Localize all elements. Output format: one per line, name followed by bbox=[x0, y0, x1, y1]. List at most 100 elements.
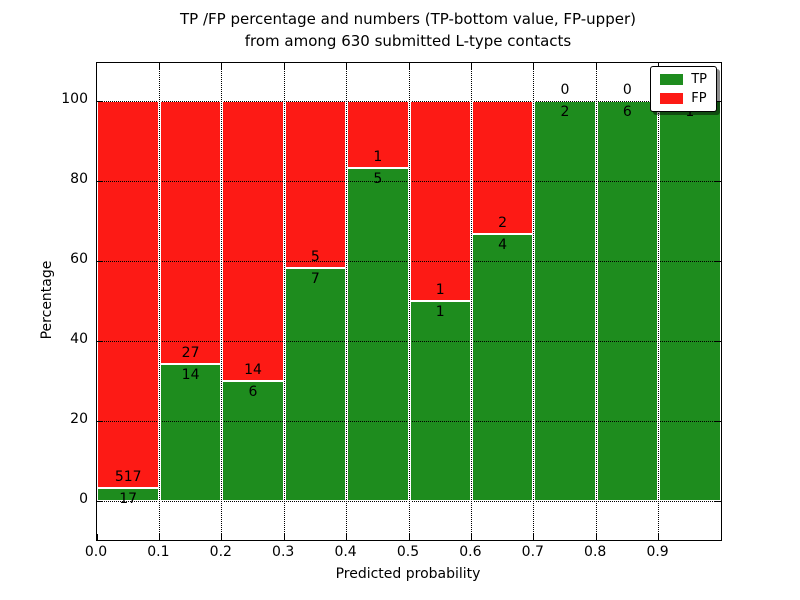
y-tick-right bbox=[715, 420, 721, 422]
bar-segment-tp bbox=[658, 101, 721, 501]
gridline-vertical-dots bbox=[221, 63, 223, 540]
y-tick-label: 80 bbox=[70, 171, 88, 187]
y-tick-left bbox=[97, 420, 103, 422]
x-tick-label: 0.5 bbox=[396, 544, 420, 560]
y-tick-left bbox=[97, 500, 103, 502]
gridline-vertical-dots bbox=[158, 63, 160, 540]
y-tick-left bbox=[97, 100, 103, 102]
gridline-vertical-dots bbox=[346, 63, 348, 540]
x-tick-label: 0.9 bbox=[646, 544, 669, 560]
y-tick-label: 60 bbox=[70, 251, 88, 267]
legend: TP FP bbox=[650, 66, 717, 112]
bar-segment-fp bbox=[284, 101, 347, 268]
legend-item-fp: FP bbox=[660, 92, 707, 105]
bar-label-fp: 1 bbox=[435, 282, 445, 298]
gridline-vertical-dots bbox=[283, 63, 285, 540]
gridline-vertical bbox=[469, 63, 473, 540]
gridline-vertical bbox=[407, 63, 411, 540]
bar-label-tp: 1 bbox=[435, 304, 445, 320]
gridline-vertical-dots bbox=[533, 63, 535, 540]
y-tick-right bbox=[715, 500, 721, 502]
bar-segment-fp bbox=[97, 101, 160, 489]
x-tick-top bbox=[595, 63, 597, 69]
gridline-vertical-dots bbox=[470, 63, 472, 540]
bar-label-tp: 1 bbox=[685, 104, 695, 120]
gridline-vertical-dots bbox=[408, 63, 410, 540]
gridline-vertical bbox=[157, 63, 161, 540]
bar-label-tp: 17 bbox=[119, 491, 138, 508]
gridline-vertical bbox=[594, 63, 598, 540]
x-tick-label: 0.7 bbox=[521, 544, 544, 560]
bar-label-tp: 7 bbox=[310, 270, 320, 287]
bar-segment-tp bbox=[471, 234, 534, 501]
bar-label-tp: 6 bbox=[248, 384, 258, 400]
gridline-vertical bbox=[220, 63, 224, 540]
bar-segment-fp bbox=[221, 101, 285, 381]
bar-label-fp: 0 bbox=[622, 82, 632, 98]
bar-segment-tp bbox=[284, 267, 347, 501]
bar-segment-fp bbox=[409, 101, 472, 301]
bar-segment-tp bbox=[596, 101, 659, 501]
bar-label-fp: 27 bbox=[181, 345, 200, 362]
x-tick-bottom bbox=[408, 534, 410, 540]
legend-item-tp: TP bbox=[660, 73, 707, 86]
gridline-vertical bbox=[532, 63, 536, 540]
bar-label-tp: 6 bbox=[622, 104, 632, 120]
x-tick-bottom bbox=[221, 534, 223, 540]
bar-segment-tp bbox=[533, 101, 597, 501]
chart-title-line-2: from among 630 submitted L-type contacts bbox=[244, 32, 572, 50]
bar-segment-fp bbox=[471, 101, 534, 235]
bar-label-fp: 5 bbox=[310, 248, 320, 265]
y-tick-label: 40 bbox=[70, 331, 88, 347]
x-tick-top bbox=[346, 63, 348, 69]
fp-color-swatch bbox=[660, 93, 684, 104]
y-tick-left bbox=[97, 180, 103, 182]
y-tick-left bbox=[97, 340, 103, 342]
bar-label-fp: 14 bbox=[244, 362, 262, 378]
x-tick-label: 0.6 bbox=[459, 544, 482, 560]
x-tick-bottom bbox=[283, 534, 285, 540]
legend-label-fp: FP bbox=[691, 91, 707, 106]
x-tick-bottom bbox=[720, 534, 722, 540]
gridline-vertical bbox=[282, 63, 286, 540]
x-tick-bottom bbox=[96, 534, 98, 540]
gridline-vertical-dots bbox=[658, 63, 660, 540]
x-tick-bottom bbox=[470, 534, 472, 540]
bar-label-tp: 5 bbox=[373, 170, 383, 187]
bar-label-tp: 4 bbox=[498, 237, 508, 254]
bar-label-fp: 2 bbox=[498, 215, 508, 232]
bar-label-tp: 14 bbox=[181, 367, 200, 384]
x-tick-top bbox=[283, 63, 285, 69]
bar-segment-tp bbox=[409, 301, 472, 501]
y-tick-left bbox=[97, 260, 103, 262]
y-tick-right bbox=[715, 260, 721, 262]
x-tick-bottom bbox=[158, 534, 160, 540]
y-tick-label: 100 bbox=[61, 91, 88, 107]
bar-label-fp: 517 bbox=[114, 469, 142, 486]
x-tick-top bbox=[408, 63, 410, 69]
x-tick-bottom bbox=[595, 534, 597, 540]
y-tick-right bbox=[715, 340, 721, 342]
bar-label-fp: 1 bbox=[373, 148, 383, 165]
bar-segment-fp bbox=[159, 101, 222, 365]
y-tick-label: 0 bbox=[79, 491, 88, 507]
tp-color-swatch bbox=[660, 74, 684, 85]
bar-segment-tp bbox=[221, 381, 285, 501]
bar-segment-fp bbox=[346, 101, 409, 168]
x-tick-bottom bbox=[533, 534, 535, 540]
x-tick-top bbox=[470, 63, 472, 69]
gridline-vertical bbox=[657, 63, 661, 540]
y-axis-label: Percentage bbox=[39, 260, 55, 340]
bar-segment-tp bbox=[159, 364, 222, 501]
bar-label-tp: 2 bbox=[560, 104, 570, 120]
x-tick-label: 0.0 bbox=[84, 544, 108, 560]
bar-segment-tp bbox=[97, 488, 160, 501]
x-tick-top bbox=[221, 63, 223, 69]
x-tick-label: 0.4 bbox=[334, 544, 357, 560]
y-tick-label: 20 bbox=[70, 411, 88, 427]
bar-label-fp: 0 bbox=[560, 82, 570, 98]
x-tick-top bbox=[533, 63, 535, 69]
chart-title-line-1: TP /FP percentage and numbers (TP-bottom… bbox=[180, 10, 636, 28]
x-tick-label: 0.2 bbox=[209, 544, 232, 560]
